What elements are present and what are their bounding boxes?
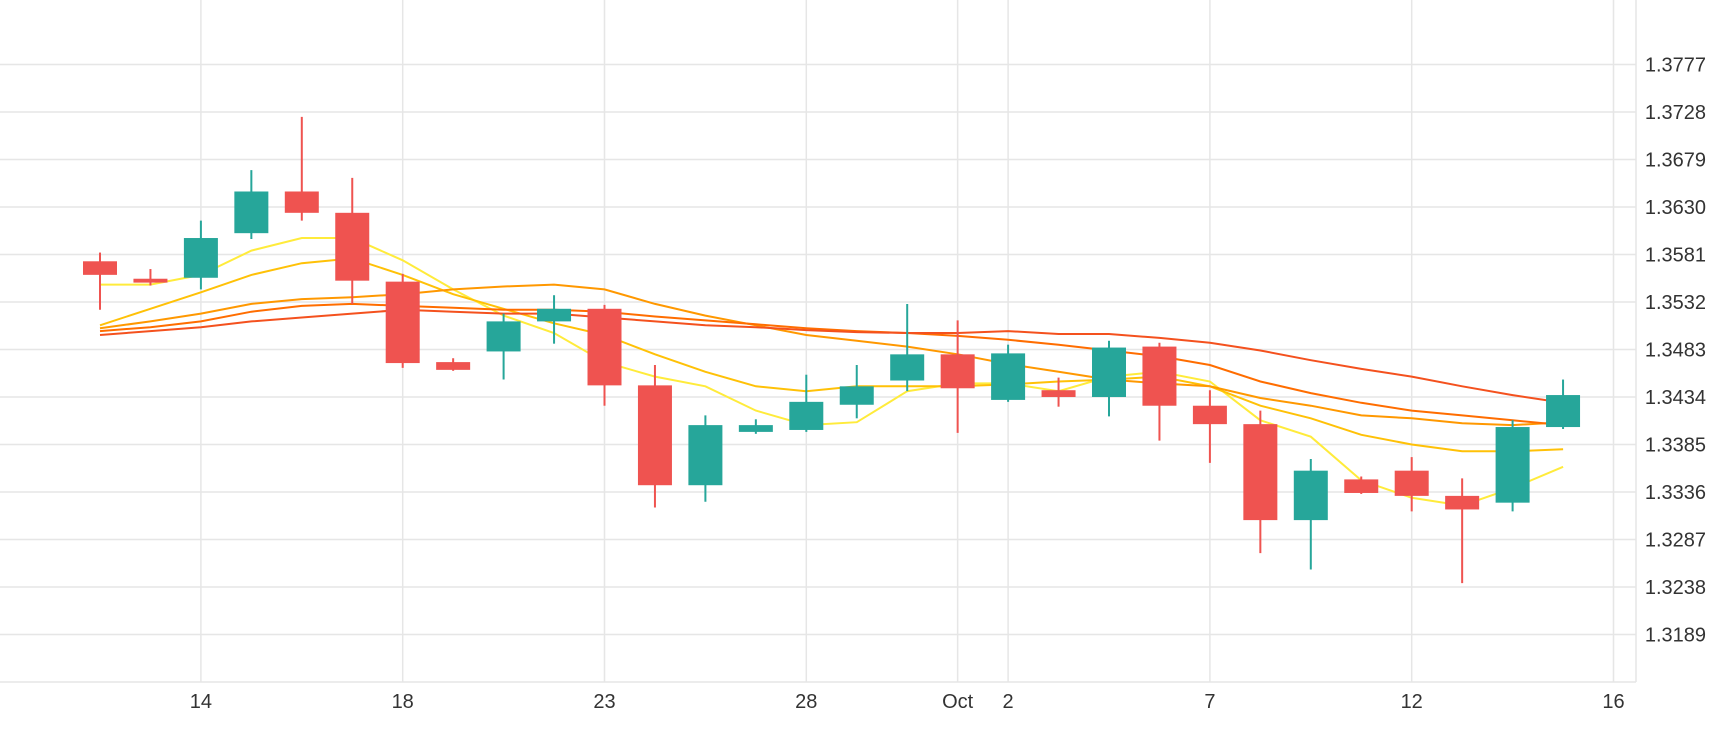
bearish-candle: [1394, 457, 1429, 512]
y-tick-label: 1.3679: [1645, 150, 1706, 172]
candle-body: [688, 425, 723, 486]
bearish-candle: [1344, 476, 1379, 494]
candle-body: [1344, 479, 1379, 493]
bearish-candle: [940, 320, 975, 433]
candle-body: [738, 425, 773, 432]
candle-body: [940, 354, 975, 389]
bullish-candle: [1546, 379, 1581, 429]
candle-body: [385, 281, 420, 364]
candle-body: [284, 191, 319, 213]
candle-body: [83, 261, 117, 275]
candle-body: [1192, 405, 1227, 425]
bullish-candle: [991, 344, 1026, 402]
x-tick-label: 2: [1003, 691, 1014, 713]
bullish-candle: [789, 374, 824, 432]
y-tick-label: 1.3434: [1645, 387, 1706, 409]
bearish-candle: [1445, 478, 1480, 584]
moving-average-line: [100, 237, 1564, 507]
x-tick-label: 16: [1602, 691, 1624, 713]
grid-layer: [0, 0, 1637, 683]
candle-layer: [83, 116, 1581, 584]
moving-average-line: [99, 302, 1564, 427]
candle-body: [1394, 470, 1429, 496]
bearish-candle: [83, 252, 117, 310]
moving-average-line: [99, 257, 1564, 453]
x-tick-label: 12: [1401, 691, 1423, 713]
bullish-candle: [688, 415, 723, 502]
candle-body: [1495, 427, 1530, 503]
candle-body: [637, 385, 672, 486]
candle-body: [1293, 470, 1328, 521]
y-tick-label: 1.3777: [1645, 55, 1706, 77]
bullish-candle: [537, 295, 572, 344]
y-tick-label: 1.3287: [1645, 530, 1706, 552]
candle-body: [789, 401, 824, 430]
candle-body: [436, 362, 471, 370]
candle-body: [335, 212, 370, 281]
bearish-candle: [1041, 377, 1076, 407]
bearish-candle: [1243, 410, 1278, 554]
y-tick-label: 1.3581: [1645, 245, 1706, 267]
y-tick-label: 1.3385: [1645, 435, 1706, 457]
candle-body: [1445, 495, 1480, 510]
candle-body: [587, 308, 622, 386]
x-tick-label: 18: [392, 691, 414, 713]
bearish-candle: [637, 365, 672, 508]
bullish-candle: [890, 303, 925, 392]
candle-body: [1243, 424, 1278, 521]
bearish-candle: [284, 116, 319, 221]
bullish-candle: [183, 220, 218, 290]
bearish-candle: [1142, 342, 1177, 441]
bearish-candle: [335, 177, 370, 304]
moving-average-line: [99, 283, 1564, 427]
bullish-candle: [738, 419, 773, 434]
bearish-candle: [1192, 390, 1227, 463]
bullish-candle: [1495, 420, 1530, 512]
y-tick-label: 1.3238: [1645, 577, 1706, 599]
x-tick-label: 7: [1204, 691, 1215, 713]
candle-body: [1546, 395, 1581, 428]
y-tick-label: 1.3336: [1645, 482, 1706, 504]
x-tick-label: Oct: [942, 691, 974, 713]
moving-average-line: [99, 308, 1564, 404]
candle-body: [991, 353, 1026, 400]
bearish-candle: [587, 304, 622, 406]
candle-body: [1092, 347, 1126, 397]
y-tick-label: 1.3630: [1645, 197, 1706, 219]
bullish-candle: [839, 365, 874, 419]
bearish-candle: [385, 273, 420, 368]
bearish-candle: [133, 269, 168, 286]
candle-body: [890, 354, 925, 381]
x-tick-label: 14: [190, 691, 212, 713]
candle-body: [537, 308, 572, 322]
bearish-candle: [436, 358, 471, 371]
x-tick-label: 28: [795, 691, 817, 713]
y-tick-label: 1.3483: [1645, 340, 1706, 362]
bullish-candle: [1092, 340, 1126, 417]
y-tick-label: 1.3728: [1645, 102, 1706, 124]
bullish-candle: [1293, 459, 1328, 570]
candle-body: [133, 278, 168, 283]
candle-body: [234, 191, 269, 234]
y-tick-label: 1.3189: [1645, 625, 1706, 647]
moving-average-layer: [99, 237, 1564, 507]
candle-body: [839, 386, 874, 405]
candle-body: [486, 321, 521, 352]
x-tick-label: 23: [593, 691, 615, 713]
axis-layer: 1.3777 1.3728 1.3679 1.3630 1.3581 1.3532 1.34…: [190, 55, 1706, 714]
candle-body: [1142, 346, 1177, 406]
candle-body: [183, 238, 218, 278]
candle-body: [1041, 390, 1076, 397]
bullish-candle: [234, 170, 269, 239]
bullish-candle: [486, 313, 521, 380]
y-tick-label: 1.3532: [1645, 292, 1706, 314]
